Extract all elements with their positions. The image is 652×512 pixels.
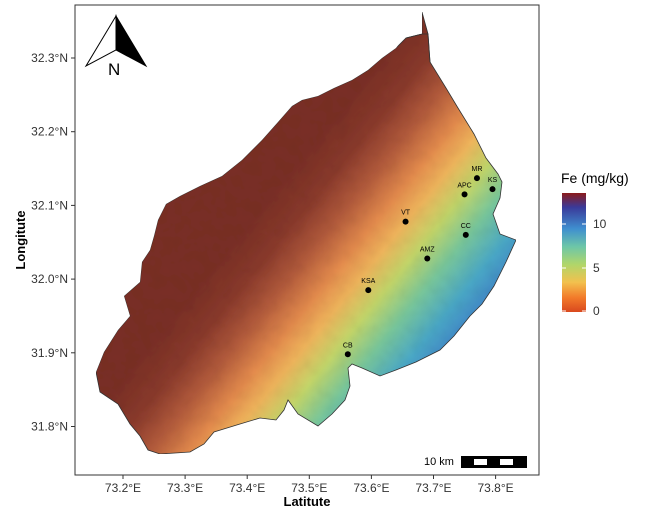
- scale-bar: 10 km: [424, 456, 527, 468]
- legend-tick-0: 0: [593, 304, 600, 318]
- sampling-sites: MR KS APC VT CC AMZ KSA CB: [343, 166, 498, 358]
- site-point-apc: [461, 191, 468, 198]
- site-point-vt: [402, 218, 409, 225]
- y-tick-label: 31.8°N: [31, 420, 68, 434]
- site-label-vt: VT: [401, 210, 411, 217]
- site-label-amz: AMZ: [420, 246, 436, 253]
- x-tick-label: 73.3°E: [167, 481, 203, 495]
- site-point-ksa: [365, 287, 372, 294]
- legend: Fe (mg/kg) 10 5 0: [561, 170, 629, 318]
- legend-title: Fe (mg/kg): [561, 170, 629, 186]
- legend-colorbar: [562, 193, 586, 312]
- site-point-cc: [462, 231, 469, 238]
- legend-tick-10: 10: [593, 217, 607, 231]
- north-arrow: N: [84, 14, 148, 79]
- site-label-ksa: KSA: [361, 278, 375, 285]
- site-label-apc: APC: [457, 182, 471, 189]
- y-tick-label: 32.3°N: [31, 51, 68, 65]
- site-point-mr: [473, 175, 480, 182]
- north-label: N: [108, 60, 120, 79]
- site-point-amz: [424, 255, 431, 262]
- x-tick-label: 73.6°E: [353, 481, 389, 495]
- site-point-ks: [489, 186, 496, 193]
- x-axis: 73.2°E 73.3°E 73.4°E 73.5°E 73.6°E 73.7°E 73.8…: [105, 475, 514, 495]
- site-label-cb: CB: [343, 342, 353, 349]
- y-tick-label: 31.9°N: [31, 346, 68, 360]
- district-outline-top: [405, 33, 431, 63]
- site-label-ks: KS: [488, 177, 498, 184]
- y-tick-label: 32.0°N: [31, 272, 68, 286]
- x-tick-label: 73.8°E: [478, 481, 514, 495]
- site-label-mr: MR: [472, 166, 483, 173]
- x-tick-label: 73.2°E: [105, 481, 141, 495]
- y-axis: 32.3°N 32.2°N 32.1°N 32.0°N 31.9°N 31.8°N: [31, 51, 75, 434]
- x-tick-label: 73.7°E: [415, 481, 451, 495]
- x-tick-label: 73.4°E: [229, 481, 265, 495]
- legend-tick-5: 5: [593, 261, 600, 275]
- x-tick-label: 73.5°E: [291, 481, 327, 495]
- y-tick-label: 32.2°N: [31, 125, 68, 139]
- y-axis-title: Longitute: [13, 210, 28, 269]
- site-point-cb: [344, 351, 351, 358]
- y-tick-label: 32.1°N: [31, 198, 68, 212]
- x-axis-title: Latitute: [284, 494, 331, 509]
- panel-mask-left: [76, 34, 406, 372]
- panel-mask-top: [76, 6, 422, 34]
- scale-label: 10 km: [424, 456, 454, 468]
- district-fe-surface: [95, 11, 517, 455]
- site-label-cc: CC: [461, 223, 471, 230]
